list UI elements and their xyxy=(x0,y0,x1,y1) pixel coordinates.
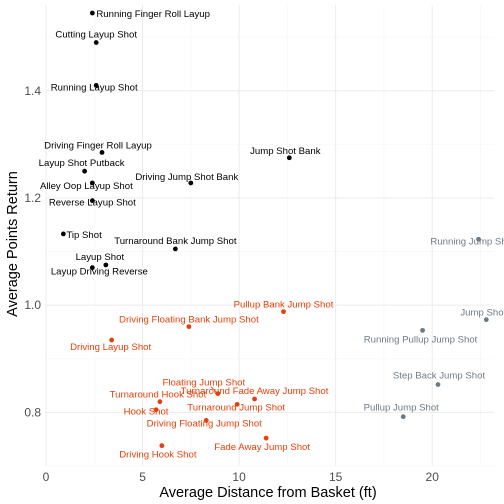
point-label: Layup Shot Putback xyxy=(39,158,125,169)
point-label: Alley Oop Layup Shot xyxy=(40,181,133,192)
data-points xyxy=(60,10,489,449)
data-point xyxy=(159,443,165,449)
point-label: Running Layup Shot xyxy=(51,82,138,93)
point-label: Running Finger Roll Layup xyxy=(96,9,210,20)
point-label: Pullup Jump Shot xyxy=(364,403,440,414)
data-point xyxy=(420,327,425,333)
y-tick-label: 0.8 xyxy=(24,405,41,419)
data-point xyxy=(435,382,441,387)
label-leader-line xyxy=(210,386,218,393)
data-point xyxy=(99,150,105,155)
y-axis-title: Average Points Return xyxy=(5,171,21,317)
data-point xyxy=(93,40,99,45)
point-label: Layup Driving Reverse xyxy=(51,267,148,278)
data-point xyxy=(89,198,95,204)
y-tick-label: 1.0 xyxy=(24,298,41,312)
data-point xyxy=(203,418,209,423)
data-point xyxy=(103,262,109,268)
point-label: Fade Away Jump Shot xyxy=(214,442,310,453)
point-labels: Running Finger Roll Layup Cutting Layup S… xyxy=(39,9,504,461)
data-point xyxy=(109,337,115,343)
point-label: Layup Shot xyxy=(76,252,125,263)
point-label: Running Pullup Jump Shot xyxy=(364,334,478,345)
y-tick-label: 1.4 xyxy=(24,84,41,98)
point-label: Driving Floating Bank Jump Shot xyxy=(119,315,259,326)
point-label: Turnaround Bank Jump Shot xyxy=(114,236,237,247)
data-point xyxy=(234,401,240,407)
point-label: Jump Shot Bank xyxy=(250,146,321,157)
grid xyxy=(45,5,494,467)
point-label: Driving Floating Jump Shot xyxy=(147,418,263,429)
point-label: Driving Finger Roll Layup xyxy=(44,140,152,151)
data-point xyxy=(89,10,95,16)
data-point xyxy=(286,155,292,161)
data-point xyxy=(82,168,88,174)
point-label: Turnaround Hook Shot xyxy=(110,390,207,401)
x-tick-label: 10 xyxy=(232,470,246,484)
data-point xyxy=(60,231,66,237)
data-point xyxy=(153,407,159,413)
point-label: Driving Jump Shot Bank xyxy=(135,172,238,183)
point-label: Driving Hook Shot xyxy=(119,450,197,461)
data-point xyxy=(89,265,95,271)
x-tick-label: 0 xyxy=(43,470,50,484)
point-label: Running Jump Shot xyxy=(430,236,504,247)
data-point xyxy=(281,309,286,315)
data-point xyxy=(93,83,99,88)
data-point xyxy=(157,399,163,405)
point-label: Jump Shot xyxy=(460,308,504,319)
point-label: Step Back Jump Shot xyxy=(393,371,486,382)
point-label: Cutting Layup Shot xyxy=(55,30,137,41)
tick-labels: 0 5 10 15 20 0.8 1.0 1.2 1.4 xyxy=(24,84,439,484)
x-axis-title: Average Distance from Basket (ft) xyxy=(159,485,376,501)
data-point xyxy=(252,396,257,402)
y-tick-label: 1.2 xyxy=(24,191,41,205)
x-tick-label: 20 xyxy=(426,470,440,484)
point-label: Turnaround Jump Shot xyxy=(187,402,285,413)
point-label: Floating Jump Shot xyxy=(163,378,246,389)
x-tick-label: 5 xyxy=(139,470,146,484)
point-label: Turnaround Fade Away Jump Shot xyxy=(181,386,329,397)
point-label: Pullup Bank Jump Shot xyxy=(234,300,334,311)
data-point xyxy=(476,236,481,242)
point-label: Hook Shot xyxy=(124,407,169,418)
data-point xyxy=(188,180,194,186)
point-label: Driving Layup Shot xyxy=(70,342,151,353)
data-point xyxy=(483,317,489,323)
data-point xyxy=(172,246,178,252)
point-label: Reverse Layup Shot xyxy=(49,198,136,209)
data-point xyxy=(89,180,95,186)
data-point xyxy=(263,435,269,441)
point-label: Tip Shot xyxy=(66,230,102,241)
x-tick-label: 15 xyxy=(329,470,343,484)
data-point xyxy=(186,324,192,330)
data-point xyxy=(400,414,406,420)
